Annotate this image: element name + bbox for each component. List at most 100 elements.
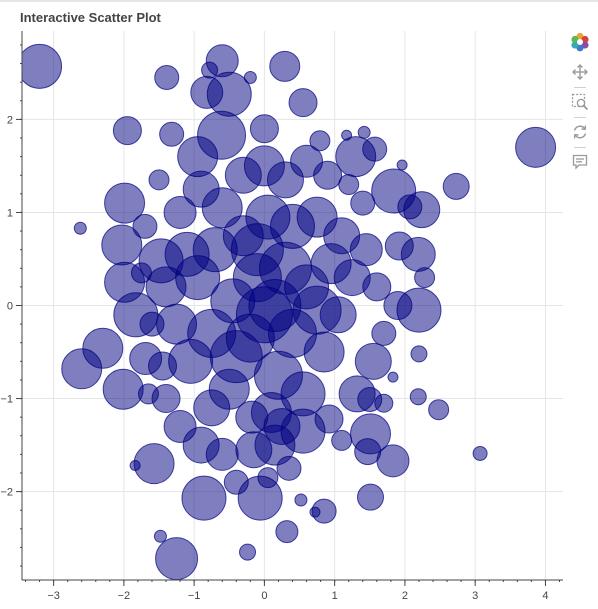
box-zoom-icon <box>571 93 589 111</box>
scatter-point <box>139 311 165 337</box>
scatter-point <box>400 236 436 272</box>
scatter-point <box>159 121 185 147</box>
scatter-point <box>22 43 63 89</box>
scatter-point <box>309 506 321 518</box>
scatter-point <box>102 368 144 410</box>
scatter-point <box>396 159 408 171</box>
x-tick-label: 0 <box>261 590 267 602</box>
scatter-point <box>356 483 384 511</box>
scatter-point <box>239 543 257 561</box>
scatter-point <box>414 267 436 289</box>
y-tick-label: −2 <box>0 487 13 499</box>
scatter-point <box>280 371 326 417</box>
y-tick-label: 1 <box>7 207 13 219</box>
hover-icon <box>572 154 588 170</box>
scatter-point <box>235 431 273 469</box>
scatter-point <box>362 272 392 302</box>
scatter-point <box>243 71 257 85</box>
hover-tool[interactable] <box>566 150 594 174</box>
pan-icon <box>572 64 588 80</box>
scatter-point <box>112 116 142 146</box>
scatter-point <box>249 114 279 144</box>
toolbar-separator <box>574 147 586 148</box>
pan-tool[interactable] <box>566 60 594 84</box>
y-tick-label: 2 <box>7 114 13 126</box>
toolbar <box>566 30 594 180</box>
scatter-point <box>148 351 178 381</box>
toolbar-separator <box>574 117 586 118</box>
scatter-point <box>383 291 413 320</box>
scatter-point <box>354 342 392 380</box>
scatter-point <box>309 130 331 152</box>
scatter-point <box>192 227 238 273</box>
scatter-point <box>155 537 199 580</box>
scatter-point <box>314 404 344 434</box>
scatter-point <box>310 243 352 285</box>
scatter-point <box>376 444 410 478</box>
scatter-point <box>263 407 301 445</box>
bokeh-logo-icon <box>571 32 589 52</box>
scatter-point <box>338 174 360 196</box>
x-tick-label: 1 <box>332 590 338 602</box>
x-tick-label: −2 <box>118 590 131 602</box>
scatter-point <box>153 529 167 543</box>
scatter-point <box>154 65 180 91</box>
scatter-point <box>137 383 159 405</box>
scatter-point <box>223 469 249 495</box>
scatter-point <box>303 331 345 373</box>
y-tick-label: 0 <box>7 301 13 313</box>
scatter-point <box>288 88 318 118</box>
box-zoom-tool[interactable] <box>566 90 594 114</box>
y-tick-label: −1 <box>0 394 13 406</box>
scatter-point <box>275 520 299 544</box>
scatter-point <box>515 126 557 168</box>
scatter-point <box>409 388 427 406</box>
scatter-point <box>371 320 397 346</box>
scatter-point <box>129 460 141 472</box>
scatter-point <box>130 262 152 284</box>
scatter-point <box>209 330 263 384</box>
scatter-point <box>61 348 103 390</box>
scatter-point <box>148 169 170 191</box>
x-tick-label: 2 <box>402 590 408 602</box>
scatter-point <box>294 493 308 507</box>
scatter-point <box>403 191 441 229</box>
top-border <box>0 0 598 2</box>
scatter-point <box>205 437 239 471</box>
scatter-point <box>350 190 376 216</box>
chart-title: Interactive Scatter Plot <box>20 10 161 25</box>
reset-icon <box>573 125 587 139</box>
axes: −3 −2 −1 0 1 2 3 4 −2 −1 0 1 2 <box>0 31 563 602</box>
reset-tool[interactable] <box>566 120 594 144</box>
scatter-point <box>269 50 301 82</box>
scatter-point <box>235 286 293 344</box>
points <box>22 43 557 580</box>
scatter-point <box>201 61 219 79</box>
bokeh-logo[interactable] <box>566 30 594 54</box>
scatter-point <box>292 285 342 335</box>
scatter-point <box>257 467 279 489</box>
x-tick-label: 3 <box>472 590 478 602</box>
scatter-point <box>132 213 158 239</box>
scatter-point <box>177 136 219 178</box>
toolbar-separator <box>574 87 586 88</box>
scatter-point <box>331 429 353 451</box>
scatter-point <box>472 445 488 461</box>
scatter-point <box>163 195 197 229</box>
scatter-point <box>442 172 470 200</box>
scatter-point <box>206 71 252 117</box>
scatter-point <box>104 182 146 224</box>
scatter-point <box>313 160 343 190</box>
scatter-point <box>181 475 227 521</box>
scatter-point <box>387 371 399 383</box>
x-tick-label: 4 <box>542 590 548 602</box>
scatter-point <box>428 399 450 421</box>
scatter-point <box>224 156 262 194</box>
scatter-point <box>374 393 394 413</box>
x-tick-label: −3 <box>47 590 60 602</box>
scatter-point <box>276 455 302 481</box>
scatter-point <box>410 345 428 363</box>
scatter-point <box>362 136 388 162</box>
x-tick-label: −1 <box>188 590 201 602</box>
